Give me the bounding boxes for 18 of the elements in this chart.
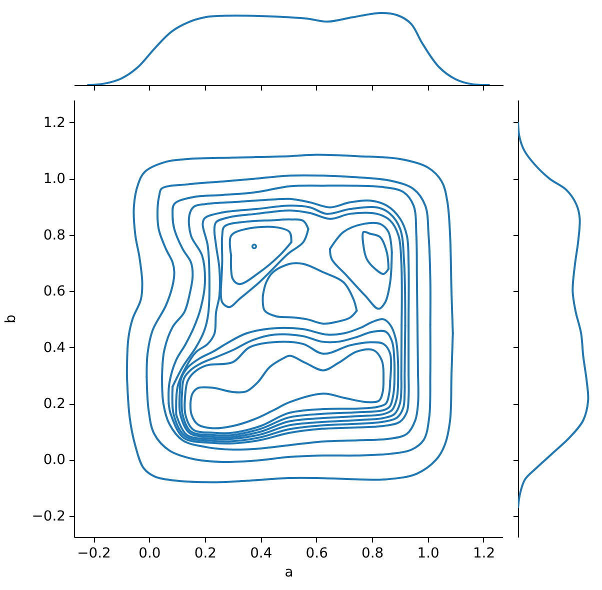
x-tick-label: −0.2 bbox=[77, 546, 111, 562]
y-tick-label: 1.0 bbox=[43, 171, 66, 188]
y-tick-label: 0.0 bbox=[43, 452, 66, 468]
y-tick-label: −0.2 bbox=[32, 508, 66, 524]
x-tick-label: 1.2 bbox=[472, 546, 496, 562]
y-axis-title: b bbox=[2, 314, 19, 324]
y-tick-label: 0.6 bbox=[43, 284, 66, 300]
x-tick-label: 0.0 bbox=[138, 546, 161, 562]
x-tick-label: 0.2 bbox=[194, 546, 216, 562]
x-tick-label: 0.4 bbox=[250, 546, 272, 562]
y-tick-label: 1.2 bbox=[43, 114, 66, 131]
x-tick-label: 1.0 bbox=[417, 546, 440, 562]
y-tick-label: 0.8 bbox=[43, 227, 66, 244]
x-tick-label: 0.8 bbox=[362, 546, 384, 562]
y-tick-label: 0.2 bbox=[43, 396, 66, 412]
x-tick-label: 0.6 bbox=[306, 546, 328, 562]
y-tick-label: 0.4 bbox=[43, 340, 66, 356]
x-axis-title: a bbox=[284, 564, 294, 580]
